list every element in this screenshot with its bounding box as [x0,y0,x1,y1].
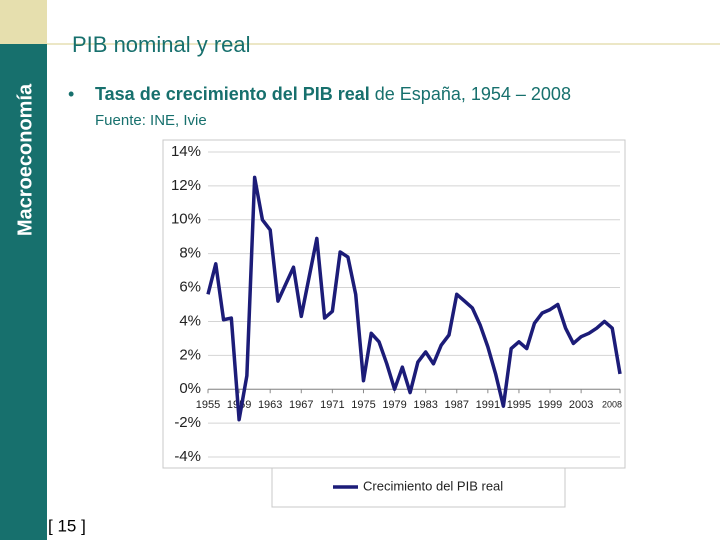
x-tick-label: 1987 [445,399,469,411]
x-tick-label: 1999 [538,399,562,411]
bullet-rest: de España, 1954 – 2008 [370,84,571,104]
y-tick-label: 6% [179,279,201,296]
bullet-bold: Tasa de crecimiento del PIB real [95,84,370,104]
legend-box [271,467,566,508]
x-tick-label: 1967 [289,399,313,411]
x-tick-label: 1995 [507,399,531,411]
x-tick-label: 1991 [476,399,500,411]
x-tick-label: 2008 [602,400,622,410]
y-tick-label: -4% [174,448,201,465]
y-tick-label: 10% [171,211,201,228]
source: Fuente: INE, Ivie [95,112,207,129]
sidebar-title: Macroeconomía [14,83,36,236]
legend-label: Crecimiento del PIB real [363,478,503,493]
x-tick-label: 1971 [320,399,344,411]
sidebar-bar [0,0,47,540]
y-tick-label: 4% [179,312,201,329]
page-number: [ 15 ] [48,516,86,535]
y-tick-label: 2% [179,346,201,363]
data-line [206,175,622,422]
x-tick-label: 1979 [382,399,406,411]
bullet-mark: • [68,84,74,104]
x-tick-label: 1963 [258,399,282,411]
y-tick-label: 8% [179,245,201,262]
x-tick-label: 1983 [413,399,437,411]
x-tick-label: 2003 [569,399,593,411]
bullet-text: Tasa de crecimiento del PIB real de Espa… [95,84,571,104]
x-tick-label: 1955 [196,399,220,411]
x-tick-label: 1975 [351,399,375,411]
slide-title: PIB nominal y real [72,32,251,57]
y-tick-label: 14% [171,143,201,160]
y-tick-label: 12% [171,177,201,194]
sidebar-accent [0,0,47,44]
y-tick-label: 0% [179,380,201,397]
y-tick-label: -2% [174,414,201,431]
